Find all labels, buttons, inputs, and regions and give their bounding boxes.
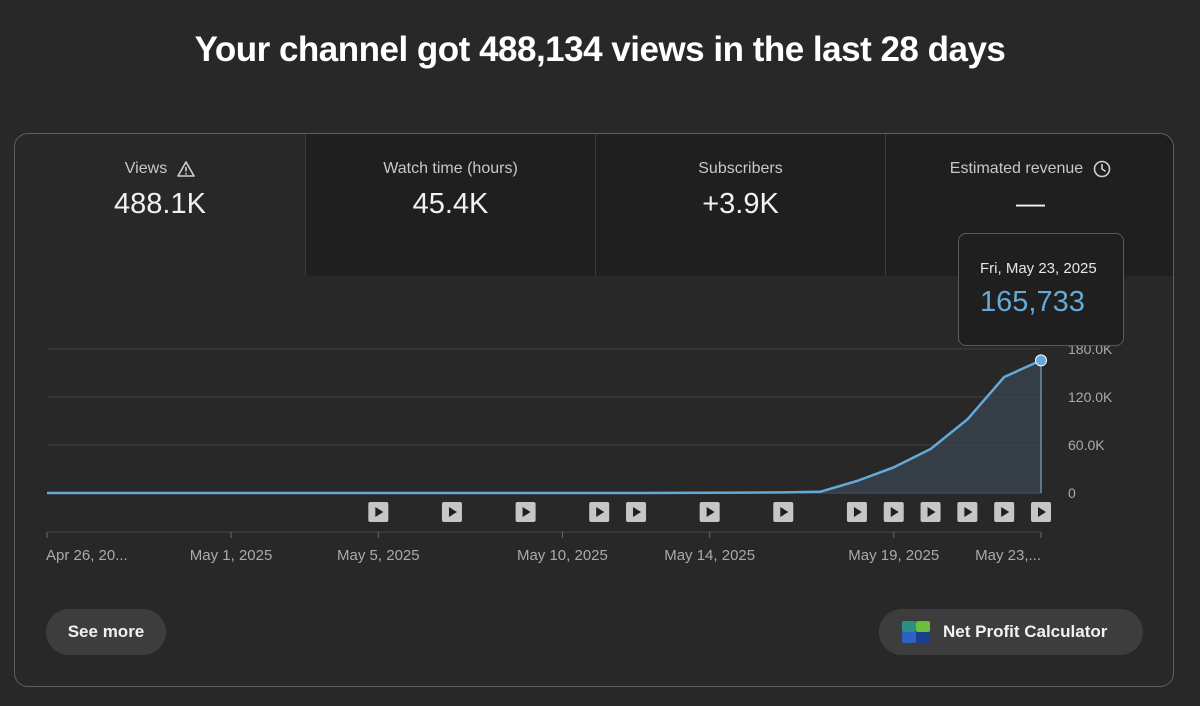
play-icon bbox=[853, 507, 862, 517]
metric-value: 488.1K bbox=[114, 188, 206, 220]
play-icon bbox=[1038, 507, 1046, 517]
play-icon bbox=[890, 507, 899, 517]
net-profit-calculator-button[interactable]: Net Profit Calculator bbox=[879, 609, 1143, 655]
series-line-views bbox=[47, 359, 1042, 495]
play-icon bbox=[1001, 507, 1010, 517]
metric-tab-watch-time[interactable]: Watch time (hours) 45.4K bbox=[305, 134, 595, 276]
x-tick-label: Apr 26, 20... bbox=[46, 547, 128, 564]
warning-icon bbox=[177, 161, 195, 177]
x-tick-label: May 10, 2025 bbox=[517, 547, 608, 564]
x-tick-label: May 1, 2025 bbox=[190, 547, 273, 564]
play-icon bbox=[964, 507, 973, 517]
play-icon bbox=[633, 507, 642, 517]
play-icon bbox=[596, 507, 605, 517]
series-area-views bbox=[47, 360, 1041, 493]
x-tick-label: May 14, 2025 bbox=[664, 547, 755, 564]
play-icon bbox=[706, 507, 715, 517]
y-tick-label: 0 bbox=[1068, 485, 1076, 501]
chart-tooltip: Fri, May 23, 2025 165,733 bbox=[958, 233, 1124, 346]
x-tick-label: May 5, 2025 bbox=[337, 547, 420, 564]
metric-label: Estimated revenue bbox=[949, 160, 1084, 177]
net-profit-calculator-logo-icon bbox=[901, 618, 931, 646]
play-icon bbox=[522, 507, 531, 517]
see-more-button[interactable]: See more bbox=[46, 609, 166, 655]
play-icon bbox=[780, 507, 789, 517]
clock-icon bbox=[1093, 160, 1111, 178]
net-profit-calculator-label: Net Profit Calculator bbox=[943, 622, 1108, 641]
metric-value: — bbox=[1016, 188, 1045, 220]
metric-label: Subscribers bbox=[698, 160, 783, 177]
play-icon bbox=[375, 507, 384, 517]
x-tick-label: May 19, 2025 bbox=[848, 547, 939, 564]
page-headline: Your channel got 488,134 views in the la… bbox=[194, 30, 1006, 69]
y-tick-label: 120.0K bbox=[1068, 389, 1113, 405]
play-icon bbox=[448, 507, 457, 517]
highlight-point bbox=[1035, 354, 1047, 367]
tooltip-value: 165,733 bbox=[980, 286, 1085, 318]
metric-label: Views bbox=[124, 160, 168, 177]
metric-tab-views[interactable]: Views 488.1K bbox=[15, 134, 305, 276]
metric-label: Watch time (hours) bbox=[383, 160, 518, 177]
tooltip-date: Fri, May 23, 2025 bbox=[980, 260, 1097, 277]
metric-value: 45.4K bbox=[412, 188, 489, 220]
metric-tab-subscribers[interactable]: Subscribers +3.9K bbox=[595, 134, 885, 276]
x-tick-label: May 23,... bbox=[975, 547, 1041, 564]
play-icon bbox=[927, 507, 936, 517]
y-tick-label: 60.0K bbox=[1068, 437, 1105, 453]
metric-value: +3.9K bbox=[702, 188, 779, 220]
